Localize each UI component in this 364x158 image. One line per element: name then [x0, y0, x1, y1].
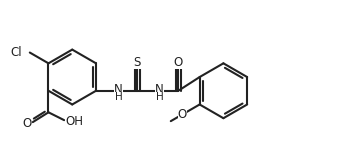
Text: H: H: [156, 92, 163, 102]
Text: Cl: Cl: [10, 46, 22, 59]
Text: O: O: [22, 117, 32, 130]
Text: S: S: [134, 56, 141, 69]
Text: O: O: [178, 108, 187, 121]
Text: OH: OH: [65, 115, 83, 128]
Text: N: N: [114, 83, 123, 96]
Text: O: O: [174, 56, 183, 69]
Text: N: N: [155, 83, 164, 96]
Text: H: H: [115, 92, 122, 102]
